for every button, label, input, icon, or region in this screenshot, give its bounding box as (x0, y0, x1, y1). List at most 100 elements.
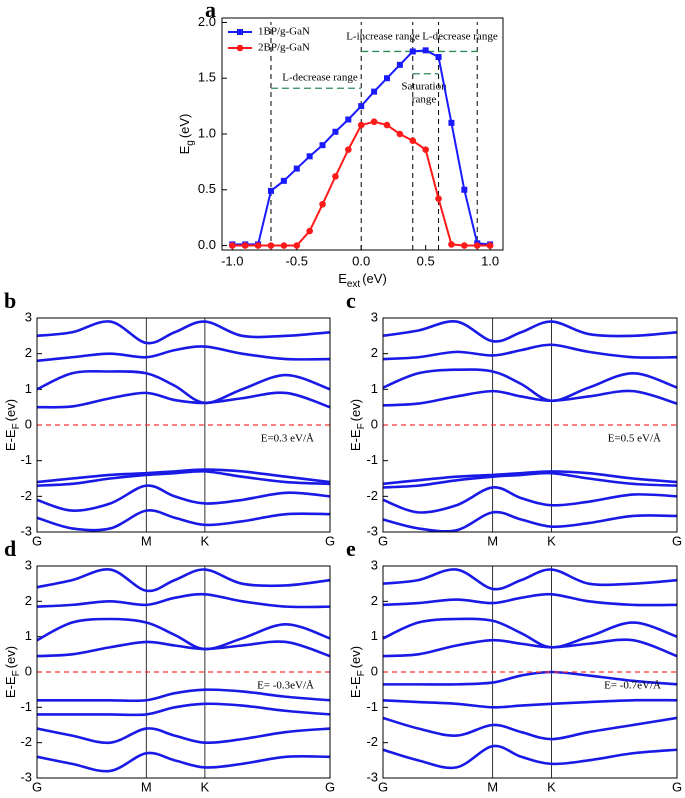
y-tick-label: -3 (20, 523, 32, 538)
y-tick-label: -1 (20, 452, 32, 467)
y-tick-label: 1.0 (198, 125, 216, 140)
axis-label-sub: F (11, 670, 22, 676)
axis-label-sub: ext (347, 279, 361, 290)
marker (280, 242, 288, 249)
y-tick-label: 2 (371, 593, 378, 608)
marker (409, 48, 416, 55)
y-tick-label: 3 (25, 309, 32, 324)
axis-label-unit: (eV) (177, 114, 192, 139)
y-tick-label: 0 (25, 663, 32, 678)
marker (383, 121, 391, 129)
axis-label: Eg(eV) (177, 114, 195, 155)
panel-letter: b (4, 288, 16, 313)
axis-label-main: E-E (3, 429, 18, 451)
x-tick-label: 1.0 (481, 253, 499, 268)
band-line (37, 484, 330, 512)
y-tick-label: 2 (371, 345, 378, 360)
band-line (383, 617, 677, 649)
marker (319, 200, 326, 208)
marker (370, 118, 378, 126)
axis-label: E-EF (ev) (348, 646, 366, 698)
band-line (383, 592, 677, 607)
panel-letter: d (4, 536, 16, 561)
x-tick-label: K (547, 533, 556, 548)
x-tick-label: 0.0 (352, 253, 370, 268)
band-line (37, 369, 330, 405)
y-tick-label: 0 (25, 416, 32, 431)
plot-frame (382, 317, 678, 533)
panel-letter: e (346, 536, 356, 561)
x-tick-label: -0.5 (286, 253, 308, 268)
band-line (383, 744, 677, 770)
y-tick-label: 2 (25, 345, 32, 360)
axis-label-unit: (ev) (348, 646, 363, 668)
annotation: Saturation (401, 81, 447, 93)
marker (267, 242, 275, 249)
bands (383, 320, 677, 532)
x-tick-label: K (547, 779, 556, 794)
marker (319, 142, 326, 149)
band-line (37, 469, 330, 487)
band-line (383, 320, 677, 343)
annotation: E=0.3 eV/Å (261, 433, 314, 445)
marker (293, 165, 300, 172)
y-tick-label: -2 (20, 734, 32, 749)
axis-label-main: E (338, 271, 347, 286)
x-tick-label: -1.0 (221, 253, 243, 268)
band-line (383, 471, 677, 489)
y-tick-label: 2.0 (198, 14, 216, 29)
x-tick-label: G (32, 533, 42, 548)
axis-label-sub: g (185, 140, 196, 146)
marker (280, 177, 287, 184)
y-tick-label: 1 (25, 381, 32, 396)
plot-frame (36, 317, 331, 533)
annotation: E= -0.7eV/Å (604, 680, 661, 692)
x-tick-label: M (141, 779, 152, 794)
x-tick-label: K (201, 779, 210, 794)
x-tick-label: G (325, 779, 335, 794)
band-line (383, 470, 677, 486)
annotation: L-increase range (346, 31, 420, 43)
marker (345, 146, 352, 153)
y-tick-label: 0 (371, 416, 378, 431)
band-line (383, 343, 677, 361)
axis-label-main: E-E (348, 676, 363, 698)
marker (396, 61, 403, 68)
marker (435, 195, 442, 202)
bands (383, 568, 677, 770)
band-line (37, 592, 330, 609)
x-tick-label: G (378, 779, 388, 794)
legend-marker (236, 44, 244, 52)
marker (448, 119, 455, 126)
marker (409, 137, 417, 144)
marker (371, 88, 378, 95)
axis-label-main: E-E (3, 676, 18, 698)
marker (461, 186, 468, 193)
marker (358, 103, 365, 110)
axis-label-sub: F (356, 670, 367, 676)
marker (383, 75, 390, 82)
plot-frame (36, 565, 331, 779)
band-line (37, 688, 330, 703)
band-line (37, 509, 330, 532)
axis-label-unit: (ev) (348, 399, 363, 421)
axis-label-main: E-E (348, 429, 363, 451)
panel-letter: a (205, 0, 216, 22)
marker (241, 242, 249, 249)
x-tick-label: 0.5 (417, 253, 435, 268)
y-tick-label: 1 (371, 628, 378, 643)
x-tick-label: G (378, 533, 388, 548)
marker (461, 242, 468, 249)
axis-label-unit: (ev) (3, 399, 18, 421)
annotation: range (412, 94, 437, 106)
marker (293, 242, 301, 249)
bands (37, 320, 330, 532)
y-tick-label: -2 (20, 488, 32, 503)
y-tick-label: 0.5 (198, 181, 216, 196)
axis-label: E-EF (ev) (3, 646, 21, 698)
marker (332, 128, 339, 135)
y-tick-label: 1 (25, 628, 32, 643)
band-line (383, 716, 677, 741)
marker (422, 146, 429, 153)
band-line (37, 727, 330, 745)
